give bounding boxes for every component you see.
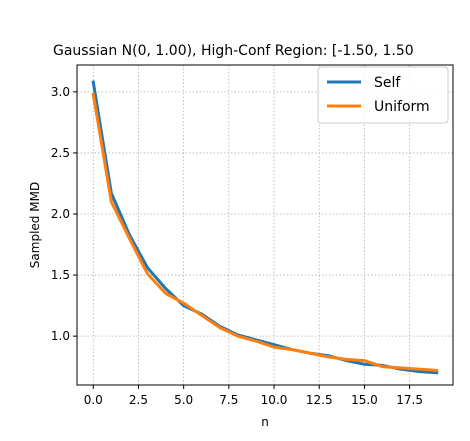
legend: Self Uniform [317, 66, 449, 124]
y-tick-label: 1.0 [51, 329, 70, 343]
series-line-uniform [91, 92, 439, 372]
series-layer [91, 80, 439, 375]
y-tick-label: 1.5 [51, 268, 70, 282]
x-tick-label: 12.5 [306, 393, 333, 407]
y-tick-label: 2.0 [51, 207, 70, 221]
plot-frame [76, 64, 454, 386]
legend-label-self: Self [374, 75, 401, 91]
x-axis-ticks: 0.0 2.5 5.0 7.5 10.0 12.5 15.0 17.5 [84, 385, 423, 407]
x-tick-label: 17.5 [396, 393, 423, 407]
x-tick-label: 2.5 [129, 393, 148, 407]
x-tick-label: 10.0 [261, 393, 288, 407]
x-tick-label: 0.0 [84, 393, 103, 407]
legend-label-uniform: Uniform [374, 99, 430, 115]
x-tick-label: 15.0 [351, 393, 378, 407]
y-axis-label: Sampled MMD [28, 182, 42, 268]
x-axis-label: n [261, 415, 269, 429]
chart-title: Gaussian N(0, 1.00), High-Conf Region: [… [53, 43, 414, 59]
y-axis-ticks: 1.0 1.5 2.0 2.5 3.0 [51, 85, 77, 343]
y-tick-label: 3.0 [51, 85, 70, 99]
x-tick-label: 7.5 [219, 393, 238, 407]
series-line-self [91, 80, 439, 375]
x-tick-label: 5.0 [174, 393, 193, 407]
y-tick-label: 2.5 [51, 146, 70, 160]
